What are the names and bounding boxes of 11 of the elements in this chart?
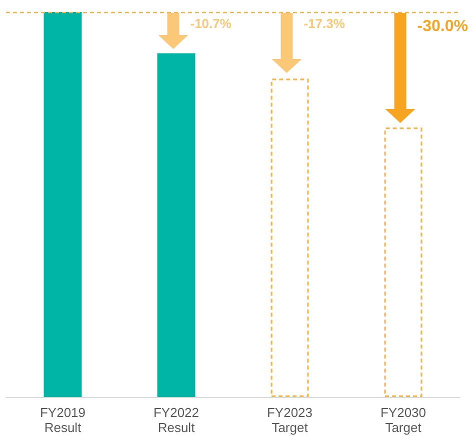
annotation: -30.0% — [417, 18, 468, 35]
annotation: -10.7% — [190, 16, 232, 31]
annotation: -17.3% — [304, 16, 346, 31]
x-tick-label: FY2019 Result — [40, 405, 86, 435]
x-tick-label: FY2030 Target — [380, 405, 426, 435]
bar — [157, 53, 196, 397]
bar — [384, 128, 422, 397]
bar — [270, 78, 309, 397]
x-tick-label: FY2023 Target — [266, 405, 313, 435]
bar — [44, 12, 82, 397]
x-tick-label: FY2022 Result — [153, 405, 200, 435]
